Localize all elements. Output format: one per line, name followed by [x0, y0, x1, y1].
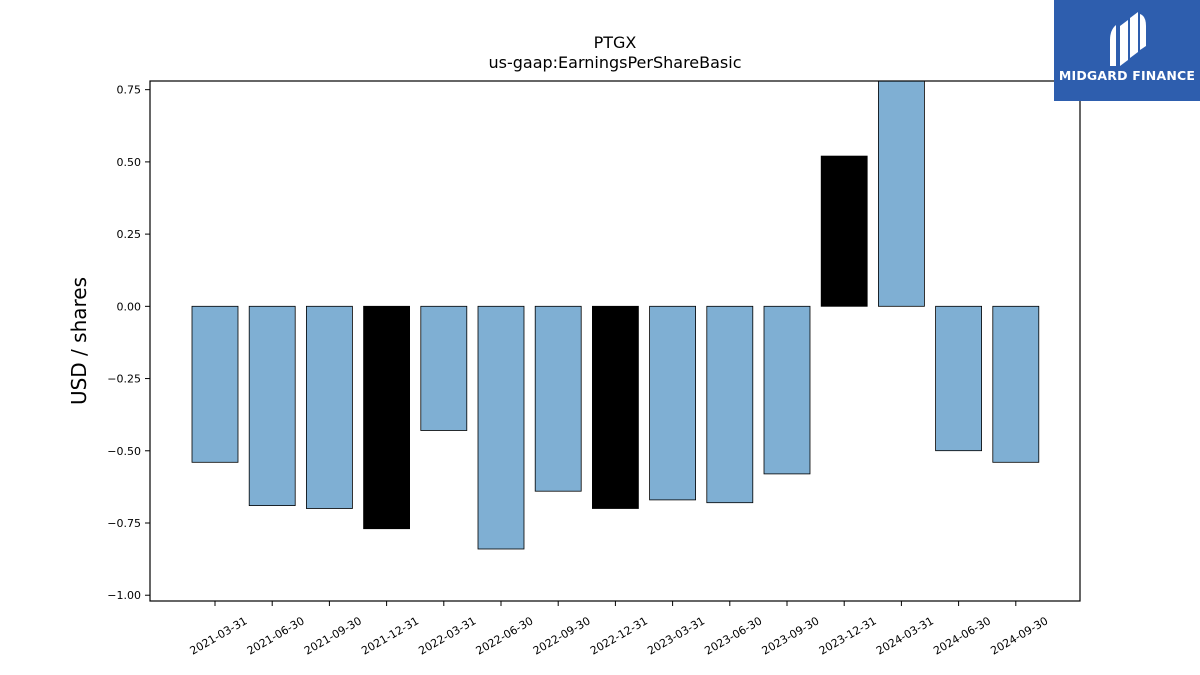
y-tick-label: −0.50 [107, 445, 141, 458]
bar-2024-03-31 [878, 81, 925, 307]
midgard-logo-icon [1110, 12, 1146, 66]
x-tick-label: 2022-12-31 [588, 614, 650, 657]
bars-group [191, 81, 1040, 550]
x-tick-label: 2023-09-30 [760, 614, 822, 657]
bar-2022-12-31 [592, 305, 639, 509]
x-tick-label: 2021-03-31 [188, 614, 250, 657]
x-tick-label: 2024-09-30 [988, 614, 1050, 657]
y-tick-label: 0.75 [117, 84, 142, 97]
bar-2021-12-31 [363, 305, 411, 530]
brand-logo: MIDGARD FINANCE [1054, 0, 1200, 101]
bar-2023-06-30 [706, 305, 754, 504]
y-tick-label: 0.50 [117, 156, 142, 169]
chart-subtitle: us-gaap:EarningsPerShareBasic [488, 53, 741, 72]
bar-2024-09-30 [992, 305, 1040, 463]
bar-2022-06-30 [477, 305, 525, 550]
y-axis-label: USD / shares [67, 277, 91, 405]
bar-2022-03-31 [420, 305, 468, 431]
bar-2021-03-31 [191, 305, 239, 463]
bar-2023-03-31 [649, 305, 696, 501]
x-tick-label: 2022-06-30 [474, 614, 536, 657]
x-tick-label: 2023-12-31 [817, 614, 879, 657]
x-tick-label: 2021-12-31 [359, 614, 421, 657]
x-tick-label: 2021-06-30 [245, 614, 307, 657]
brand-logo-text: MIDGARD FINANCE [1058, 68, 1196, 83]
y-tick-label: 0.25 [117, 228, 142, 241]
chart-title: PTGX [594, 33, 637, 52]
x-tick-label: 2023-03-31 [645, 614, 707, 657]
bar-2023-09-30 [763, 305, 811, 475]
y-tick-label: −0.75 [107, 517, 141, 530]
x-tick-label: 2022-03-31 [416, 614, 478, 657]
x-tick-label: 2021-09-30 [302, 614, 364, 657]
bar-2021-06-30 [248, 305, 296, 506]
bar-2022-09-30 [534, 305, 582, 492]
x-tick-label: 2024-06-30 [931, 614, 993, 657]
bar-2021-09-30 [305, 305, 353, 509]
bar-2023-12-31 [820, 155, 868, 307]
plot-frame [149, 80, 1081, 602]
x-axis-ticks: 2021-03-312021-06-302021-09-302021-12-31… [188, 601, 1050, 658]
bar-2024-06-30 [935, 305, 982, 452]
y-axis-ticks: 0.75 0.50 0.25 0.00 −0.25 −0.50 −0.75 −1.00 [107, 84, 150, 602]
x-tick-label: 2022-09-30 [531, 614, 593, 657]
y-tick-label: −0.25 [107, 373, 141, 386]
x-tick-label: 2023-06-30 [702, 614, 764, 657]
y-tick-label: −1.00 [107, 589, 141, 602]
y-tick-label: 0.00 [117, 300, 142, 313]
x-tick-label: 2024-03-31 [874, 614, 936, 657]
